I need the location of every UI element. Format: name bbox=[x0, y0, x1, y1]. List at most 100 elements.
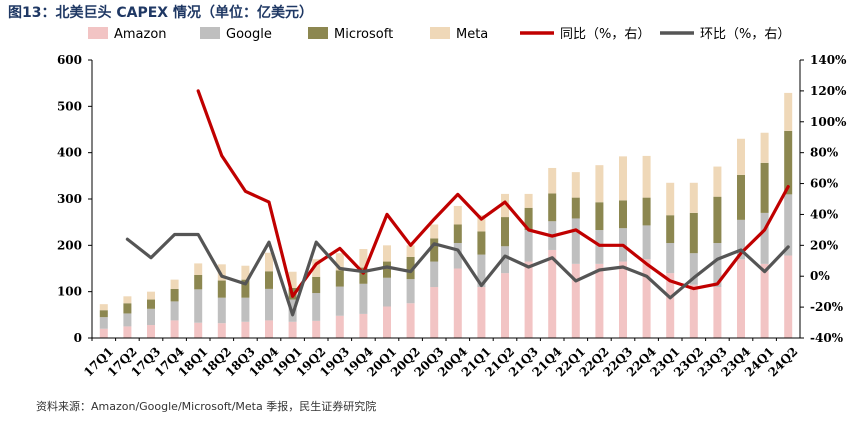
legend-label: Amazon bbox=[114, 27, 167, 42]
bar-google-19Q2 bbox=[312, 293, 321, 321]
bar-microsoft-19Q4 bbox=[359, 267, 368, 284]
right-tick-label: 100% bbox=[810, 115, 847, 129]
bar-microsoft-18Q1 bbox=[194, 274, 203, 290]
left-tick-label: 100 bbox=[57, 285, 82, 299]
bar-microsoft-17Q3 bbox=[147, 299, 155, 309]
bar-meta-22Q1 bbox=[571, 172, 580, 198]
bar-amazon-19Q4 bbox=[359, 313, 368, 338]
left-tick-label: 200 bbox=[57, 238, 82, 252]
left-tick-label: 400 bbox=[57, 146, 82, 160]
right-tick-label: 140% bbox=[810, 53, 847, 67]
bar-meta-19Q1 bbox=[288, 271, 297, 288]
bar-meta-18Q3 bbox=[241, 265, 250, 280]
bar-meta-17Q3 bbox=[147, 291, 155, 300]
qoq-line bbox=[125, 232, 790, 317]
bar-microsoft-23Q3 bbox=[713, 196, 722, 244]
bar-meta-17Q4 bbox=[170, 279, 179, 289]
right-tick-label: 20% bbox=[810, 238, 839, 252]
bar-microsoft-23Q4 bbox=[737, 174, 745, 220]
bar-meta-18Q4 bbox=[265, 252, 273, 272]
bar-amazon-24Q1 bbox=[760, 263, 769, 338]
legend-swatch-meta bbox=[430, 27, 450, 39]
legend-label: Microsoft bbox=[334, 27, 393, 42]
bar-google-18Q2 bbox=[217, 297, 226, 324]
bar-microsoft-22Q4 bbox=[642, 197, 651, 226]
bar-microsoft-18Q4 bbox=[265, 271, 273, 289]
bar-microsoft-21Q2 bbox=[501, 217, 509, 247]
left-tick-label: 500 bbox=[57, 99, 82, 113]
right-tick-label: 80% bbox=[810, 146, 839, 160]
bar-meta-19Q3 bbox=[335, 253, 344, 271]
bar-meta-23Q4 bbox=[737, 138, 745, 175]
bar-amazon-23Q3 bbox=[713, 287, 722, 338]
bar-microsoft-18Q3 bbox=[241, 279, 250, 298]
bar-google-23Q2 bbox=[689, 253, 698, 285]
bar-amazon-20Q2 bbox=[406, 303, 415, 338]
bar-meta-22Q4 bbox=[642, 155, 651, 198]
bar-amazon-21Q1 bbox=[477, 287, 486, 338]
bar-microsoft-21Q1 bbox=[477, 231, 486, 255]
capex-chart: Amazon Google Microsoft Meta 同比（%，右） 环比（%，右） … bbox=[57, 27, 847, 379]
bar-amazon-18Q4 bbox=[265, 320, 273, 338]
bar-microsoft-22Q1 bbox=[571, 197, 580, 219]
bar-amazon-21Q2 bbox=[501, 273, 509, 338]
bar-google-23Q4 bbox=[737, 219, 745, 260]
source-note: 资料来源：Amazon/Google/Microsoft/Meta 季报，民生证… bbox=[36, 400, 377, 413]
line-series bbox=[125, 89, 790, 317]
bar-microsoft-20Q3 bbox=[430, 238, 439, 262]
right-tick-label: -40% bbox=[810, 331, 844, 345]
bar-series bbox=[99, 92, 793, 338]
bar-meta-18Q1 bbox=[194, 263, 203, 275]
bar-amazon-21Q4 bbox=[548, 249, 557, 338]
legend: Amazon Google Microsoft Meta 同比（%，右） 环比（%，右） bbox=[88, 27, 790, 42]
bar-meta-17Q2 bbox=[123, 296, 132, 304]
bar-google-18Q4 bbox=[265, 288, 273, 321]
bar-meta-19Q2 bbox=[312, 259, 321, 277]
bar-meta-21Q4 bbox=[548, 167, 557, 194]
bar-meta-17Q1 bbox=[99, 304, 108, 311]
bar-amazon-20Q3 bbox=[430, 287, 439, 338]
bar-google-19Q3 bbox=[335, 286, 344, 316]
bar-meta-20Q4 bbox=[453, 205, 462, 225]
bar-microsoft-19Q3 bbox=[335, 270, 344, 287]
bar-amazon-20Q1 bbox=[383, 306, 391, 338]
left-tick-label: 300 bbox=[57, 192, 82, 206]
bar-google-20Q3 bbox=[430, 261, 439, 288]
bar-meta-23Q2 bbox=[689, 182, 698, 213]
bar-microsoft-17Q2 bbox=[123, 303, 132, 314]
left-tick-label: 600 bbox=[57, 53, 82, 67]
legend-label: Meta bbox=[456, 27, 488, 42]
bar-microsoft-22Q2 bbox=[595, 202, 604, 231]
bar-amazon-19Q1 bbox=[288, 321, 297, 338]
bar-google-24Q2 bbox=[784, 194, 793, 256]
legend-swatch-google bbox=[200, 27, 220, 39]
right-tick-label: 40% bbox=[810, 207, 839, 221]
bar-meta-24Q2 bbox=[784, 92, 793, 131]
bar-meta-20Q1 bbox=[383, 245, 391, 262]
bar-google-18Q3 bbox=[241, 297, 250, 322]
bar-amazon-20Q4 bbox=[453, 268, 462, 338]
bar-microsoft-20Q4 bbox=[453, 224, 462, 244]
bar-microsoft-18Q2 bbox=[217, 280, 226, 298]
bar-amazon-21Q3 bbox=[524, 261, 533, 338]
bar-microsoft-19Q2 bbox=[312, 276, 321, 294]
bar-google-22Q1 bbox=[571, 218, 580, 264]
bar-meta-21Q1 bbox=[477, 215, 486, 232]
bar-amazon-23Q2 bbox=[689, 284, 698, 338]
right-tick-label: 0% bbox=[810, 269, 830, 283]
bar-meta-20Q2 bbox=[406, 245, 415, 257]
bar-meta-22Q3 bbox=[619, 156, 627, 201]
legend-label: Google bbox=[226, 27, 272, 42]
bar-amazon-22Q4 bbox=[642, 259, 651, 338]
bar-amazon-24Q2 bbox=[784, 255, 793, 338]
bar-google-21Q1 bbox=[477, 254, 486, 288]
legend-label: 同比（%，右） bbox=[560, 27, 650, 42]
bar-amazon-23Q4 bbox=[737, 259, 745, 338]
bar-meta-21Q2 bbox=[501, 193, 509, 218]
bar-amazon-23Q1 bbox=[666, 273, 675, 338]
left-tick-label: 0 bbox=[74, 331, 82, 345]
bar-microsoft-21Q4 bbox=[548, 193, 557, 222]
right-tick-label: 120% bbox=[810, 84, 847, 98]
bar-microsoft-17Q1 bbox=[99, 310, 108, 318]
bar-microsoft-24Q1 bbox=[760, 162, 769, 213]
